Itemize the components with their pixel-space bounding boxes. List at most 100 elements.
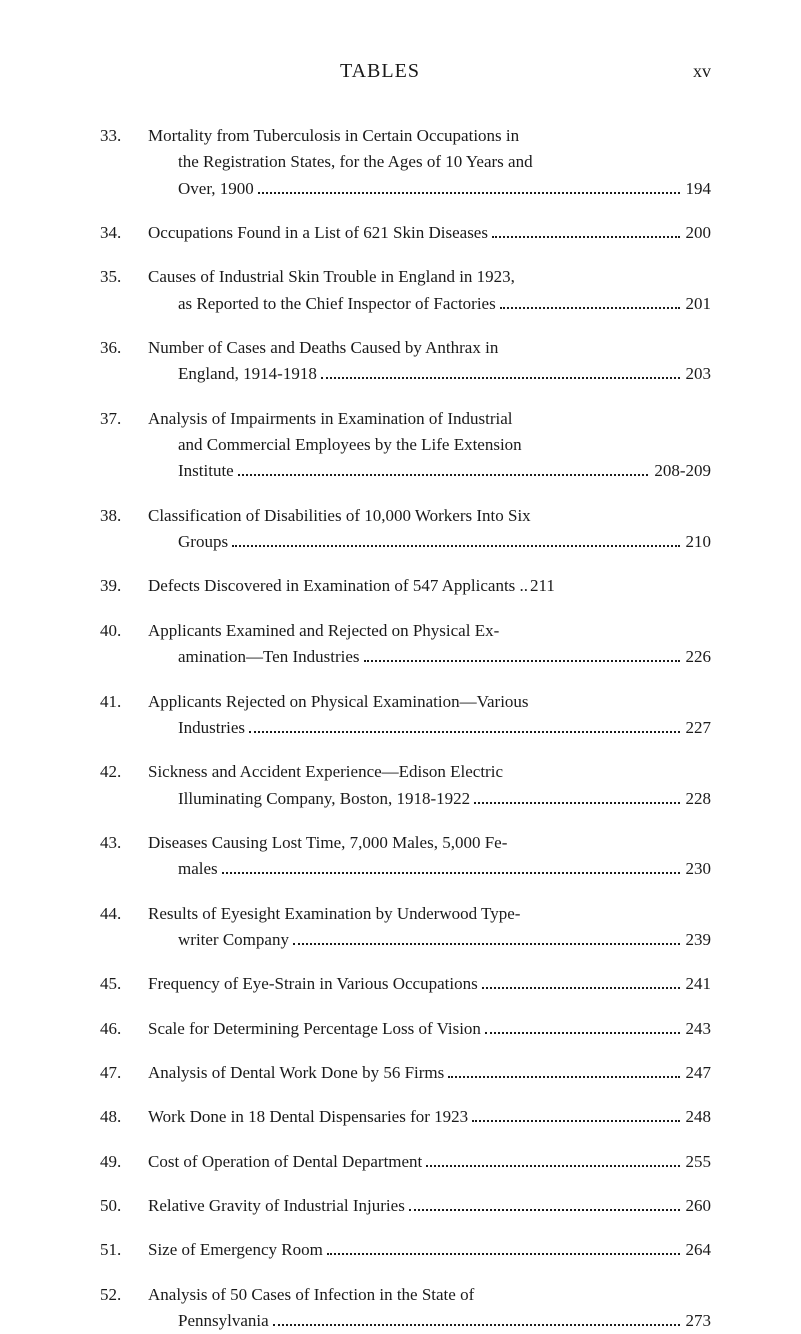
entry-page-ref: 248 [684, 1104, 712, 1130]
entry-body: Applicants Rejected on Physical Examinat… [148, 689, 711, 742]
entry-page-ref: 210 [684, 529, 712, 555]
entry-page-ref: 243 [684, 1016, 712, 1042]
entry-page-ref: 228 [684, 786, 712, 812]
toc-entry: 44.Results of Eyesight Examination by Un… [100, 901, 711, 954]
entry-line: Causes of Industrial Skin Trouble in Eng… [148, 264, 711, 290]
entry-line: Sickness and Accident Experience—Edison … [148, 759, 711, 785]
entry-text: Analysis of 50 Cases of Infection in the… [148, 1282, 474, 1308]
entry-line: writer Company239 [148, 927, 711, 953]
leader-dots [364, 660, 680, 662]
entry-body: Scale for Determining Percentage Loss of… [148, 1016, 711, 1042]
entry-number: 48. [100, 1104, 148, 1130]
entry-text: Size of Emergency Room [148, 1237, 323, 1263]
entry-text: Defects Discovered in Examination of 547… [148, 573, 528, 599]
entry-line: Diseases Causing Lost Time, 7,000 Males,… [148, 830, 711, 856]
entry-line: Groups210 [148, 529, 711, 555]
entry-text: Work Done in 18 Dental Dispensaries for … [148, 1104, 468, 1130]
entry-text: males [148, 856, 218, 882]
entry-line: Scale for Determining Percentage Loss of… [148, 1016, 711, 1042]
entry-body: Analysis of 50 Cases of Infection in the… [148, 1282, 711, 1334]
entry-line: Over, 1900194 [148, 176, 711, 202]
entry-body: Diseases Causing Lost Time, 7,000 Males,… [148, 830, 711, 883]
entry-line: Applicants Rejected on Physical Examinat… [148, 689, 711, 715]
entry-line: Occupations Found in a List of 621 Skin … [148, 220, 711, 246]
entry-text: England, 1914-1918 [148, 361, 317, 387]
toc-entry: 40.Applicants Examined and Rejected on P… [100, 618, 711, 671]
entry-number: 37. [100, 406, 148, 432]
leader-dots [500, 307, 680, 309]
entry-body: Occupations Found in a List of 621 Skin … [148, 220, 711, 246]
toc-entry: 49.Cost of Operation of Dental Departmen… [100, 1149, 711, 1175]
entry-line: the Registration States, for the Ages of… [148, 149, 711, 175]
entry-line: Frequency of Eye-Strain in Various Occup… [148, 971, 711, 997]
entry-page-ref: 273 [684, 1308, 712, 1334]
entry-number: 35. [100, 264, 148, 290]
header-title: TABLES [340, 60, 420, 83]
entry-number: 42. [100, 759, 148, 785]
leader-dots [472, 1120, 679, 1122]
toc-entry: 38.Classification of Disabilities of 10,… [100, 503, 711, 556]
entry-number: 38. [100, 503, 148, 529]
entry-text: Classification of Disabilities of 10,000… [148, 503, 531, 529]
entry-number: 45. [100, 971, 148, 997]
entry-text: as Reported to the Chief Inspector of Fa… [148, 291, 496, 317]
entry-body: Analysis of Impairments in Examination o… [148, 406, 711, 485]
toc-entry: 45.Frequency of Eye-Strain in Various Oc… [100, 971, 711, 997]
toc-entry: 46.Scale for Determining Percentage Loss… [100, 1016, 711, 1042]
leader-dots [258, 192, 680, 194]
entry-page-ref: 264 [684, 1237, 712, 1263]
leader-dots [492, 236, 680, 238]
table-of-contents: 33.Mortality from Tuberculosis in Certai… [100, 123, 711, 1334]
toc-entry: 43.Diseases Causing Lost Time, 7,000 Mal… [100, 830, 711, 883]
entry-number: 40. [100, 618, 148, 644]
toc-entry: 52.Analysis of 50 Cases of Infection in … [100, 1282, 711, 1334]
entry-text: Institute [148, 458, 234, 484]
entry-page-ref: 239 [684, 927, 712, 953]
entry-body: Results of Eyesight Examination by Under… [148, 901, 711, 954]
toc-entry: 34.Occupations Found in a List of 621 Sk… [100, 220, 711, 246]
entry-line: as Reported to the Chief Inspector of Fa… [148, 291, 711, 317]
entry-number: 49. [100, 1149, 148, 1175]
toc-entry: 51.Size of Emergency Room264 [100, 1237, 711, 1263]
entry-page-ref: 226 [684, 644, 712, 670]
entry-page-ref: 260 [684, 1193, 712, 1219]
entry-text: amination—Ten Industries [148, 644, 360, 670]
entry-body: Classification of Disabilities of 10,000… [148, 503, 711, 556]
entry-text: Sickness and Accident Experience—Edison … [148, 759, 503, 785]
entry-line: and Commercial Employees by the Life Ext… [148, 432, 711, 458]
entry-line: Classification of Disabilities of 10,000… [148, 503, 711, 529]
entry-line: Size of Emergency Room 264 [148, 1237, 711, 1263]
entry-page-ref: 230 [684, 856, 712, 882]
entry-page-ref: 211 [528, 573, 555, 599]
toc-entry: 39.Defects Discovered in Examination of … [100, 573, 711, 599]
leader-dots [321, 377, 680, 379]
entry-text: Cost of Operation of Dental Department [148, 1149, 422, 1175]
entry-number: 33. [100, 123, 148, 149]
toc-entry: 37.Analysis of Impairments in Examinatio… [100, 406, 711, 485]
toc-entry: 41.Applicants Rejected on Physical Exami… [100, 689, 711, 742]
leader-dots [327, 1253, 680, 1255]
entry-text: Analysis of Dental Work Done by 56 Firms [148, 1060, 444, 1086]
entry-body: Size of Emergency Room 264 [148, 1237, 711, 1263]
entry-number: 34. [100, 220, 148, 246]
leader-dots [232, 545, 679, 547]
entry-line: Relative Gravity of Industrial Injuries2… [148, 1193, 711, 1219]
entry-page-ref: 194 [684, 176, 712, 202]
entry-page-ref: 201 [684, 291, 712, 317]
entry-line: Analysis of 50 Cases of Infection in the… [148, 1282, 711, 1308]
entry-line: Results of Eyesight Examination by Under… [148, 901, 711, 927]
entry-text: Industries [148, 715, 245, 741]
leader-dots [482, 987, 680, 989]
entry-page-ref: 241 [684, 971, 712, 997]
entry-body: Applicants Examined and Rejected on Phys… [148, 618, 711, 671]
leader-dots [409, 1209, 680, 1211]
entry-body: Work Done in 18 Dental Dispensaries for … [148, 1104, 711, 1130]
entry-number: 41. [100, 689, 148, 715]
leader-dots [485, 1032, 680, 1034]
entry-body: Number of Cases and Deaths Caused by Ant… [148, 335, 711, 388]
entry-text: Results of Eyesight Examination by Under… [148, 901, 520, 927]
entry-line: Analysis of Dental Work Done by 56 Firms… [148, 1060, 711, 1086]
entry-text: Scale for Determining Percentage Loss of… [148, 1016, 481, 1042]
entry-body: Frequency of Eye-Strain in Various Occup… [148, 971, 711, 997]
toc-entry: 48.Work Done in 18 Dental Dispensaries f… [100, 1104, 711, 1130]
